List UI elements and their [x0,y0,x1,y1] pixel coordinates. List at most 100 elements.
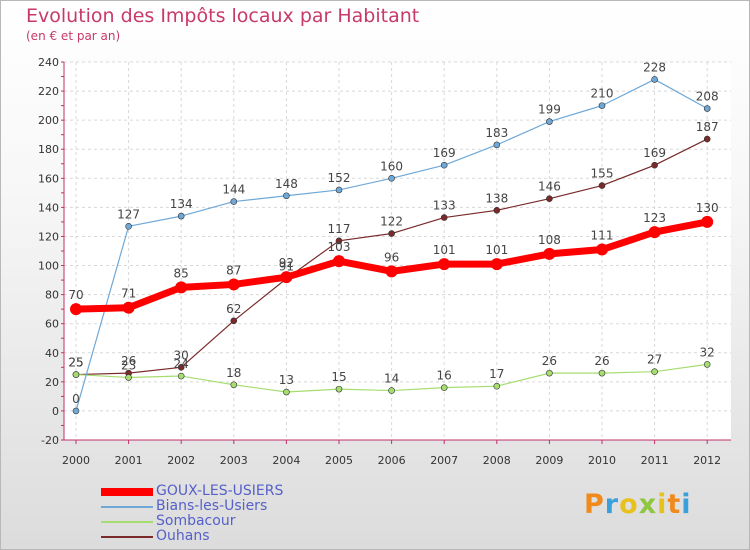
data-point [388,387,395,394]
data-label: 183 [485,126,508,140]
data-label: 111 [591,229,614,243]
legend-item: Sombacour [101,513,321,530]
data-label: 130 [696,201,719,215]
y-tick-label: 240 [38,56,59,69]
data-point [596,243,608,256]
chart-subtitle: (en € et par an) [26,29,121,43]
data-point [651,368,658,375]
data-label: 18 [226,366,241,380]
y-tick-label: 180 [38,143,59,156]
legend-label: Sombacour [156,513,236,529]
data-point [335,385,343,393]
data-point [335,186,343,194]
data-point [493,382,501,390]
data-point [703,105,711,112]
data-point [72,407,80,415]
data-label: 169 [643,146,666,160]
legend-item: Bians-les-Usiers [101,498,321,515]
data-label: 24 [174,357,189,371]
x-tick-label: 2001 [115,454,143,467]
data-label: 144 [222,183,245,197]
x-tick-label: 2007 [430,454,458,467]
data-point [438,258,451,271]
data-label: 208 [696,90,719,104]
data-point [283,192,290,200]
y-tick-label: 40 [45,347,59,360]
x-tick-label: 2012 [693,454,721,467]
plot-area [64,62,731,440]
data-label: 26 [542,354,557,368]
data-point [546,195,553,202]
y-tick-label: 160 [38,172,59,185]
data-label: 16 [437,369,452,383]
data-label: 152 [328,171,351,185]
data-point [651,161,658,169]
data-point [598,102,606,109]
legend-label: GOUX-LES-USIERS [156,483,284,499]
data-label: 25 [68,356,83,370]
data-label: 146 [538,180,561,194]
x-tick-label: 2008 [483,454,511,467]
legend-swatch [101,521,153,523]
data-label: 101 [485,243,508,257]
data-label: 108 [538,233,561,247]
data-label: 27 [647,353,662,367]
data-point [598,369,606,377]
legend-swatch [101,506,153,508]
data-label: 30 [174,348,189,362]
data-point [490,258,503,271]
y-tick-label: 60 [45,318,59,331]
data-point [546,369,553,377]
data-point [70,303,82,316]
y-tick-label: 0 [52,405,59,418]
data-point [388,175,395,182]
x-tick-label: 2009 [535,454,563,467]
data-point [703,135,711,143]
data-label: 32 [700,345,715,359]
y-tick-label: 220 [38,85,59,98]
data-point [227,278,240,291]
logo-letter: i [657,489,668,520]
data-label: 160 [380,159,403,173]
data-label: 71 [121,287,136,301]
x-tick-label: 2006 [378,454,406,467]
data-point [175,281,188,294]
x-tick-label: 2011 [641,454,669,467]
data-point [230,381,238,389]
data-label: 15 [331,370,346,384]
logo-letter: x [638,489,658,520]
x-tick-label: 2000 [62,454,90,467]
legend-item: GOUX-LES-USIERS [101,483,321,500]
data-point [125,222,132,230]
y-tick-label: 80 [45,289,59,302]
data-label: 127 [117,207,140,221]
logo-letter: i [681,489,692,520]
data-label: 155 [591,167,614,181]
data-label: 25 [68,356,83,370]
logo-letter: r [604,489,620,520]
data-label: 123 [643,211,666,225]
data-point [648,226,661,239]
logo-letter: P [584,489,605,520]
legend-swatch [101,488,153,496]
data-label: 70 [68,288,83,302]
y-tick-label: 200 [38,114,59,127]
legend-label: Ouhans [156,528,210,544]
x-tick-label: 2010 [588,454,616,467]
y-tick-label: 120 [38,230,59,243]
y-tick-label: 20 [45,376,59,389]
legend-swatch [101,536,153,538]
data-label: 26 [594,354,609,368]
data-point [280,271,293,284]
data-point [598,182,606,189]
data-label: 117 [328,222,351,236]
data-point [388,230,395,237]
y-tick-label: 140 [38,201,59,214]
data-label: 14 [384,372,399,386]
data-point [701,215,714,228]
data-label: 87 [226,263,241,277]
data-point [230,198,238,205]
data-point [493,141,501,149]
